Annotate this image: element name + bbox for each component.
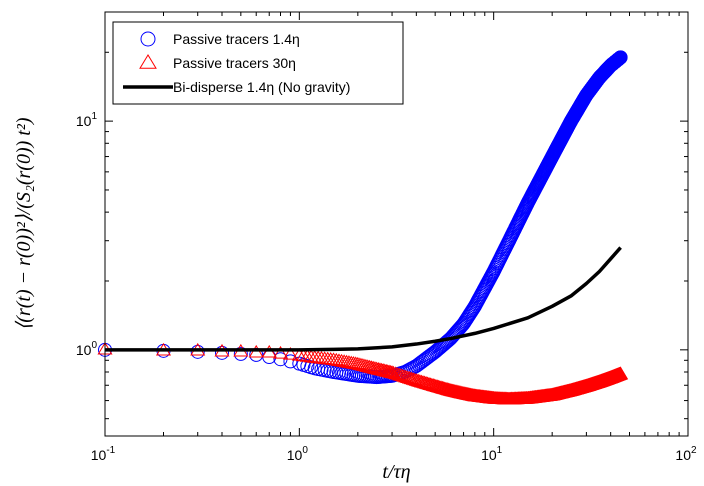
legend-label: Passive tracers 30η [173,55,296,71]
data-point-triangle [291,347,307,361]
data-point-triangle [299,349,315,362]
data-point-triangle [388,366,404,380]
data-layer [97,50,629,405]
data-point-triangle [282,346,298,360]
data-point-circle [233,346,248,361]
y-axis-label: ⟨(r(t) − r(0))²⟩/(S₂(r(0)) t²) [13,117,35,330]
x-axis-label: t/τη [382,461,410,483]
data-point-triangle [385,365,401,379]
y-tick-label: 101 [76,111,98,129]
series-line-bidisperse [105,246,622,352]
data-point-triangle [390,367,406,380]
plot-frame [104,11,689,437]
legend-item: Passive tracers 30η [139,54,296,71]
x-tick-label: 102 [675,445,697,463]
legend-marker-circle [140,31,156,47]
legend-box [112,21,404,105]
legend-item: Passive tracers 1.4η [140,31,300,47]
legend-label: Passive tracers 1.4η [173,31,300,47]
legend-label: Bi-disperse 1.4η (No gravity) [173,79,350,95]
data-point-circle [283,354,298,369]
legend-item: Bi-disperse 1.4η (No gravity) [123,79,350,95]
data-point-circle [613,50,628,65]
data-point-triangle [613,366,629,380]
data-point-triangle [295,348,311,362]
legend: Passive tracers 1.4η Passive tracers 30η B… [112,21,404,105]
data-point-triangle [272,345,289,359]
x-tick-label: 100 [287,445,309,463]
data-point-circle [190,344,205,359]
data-point-triangle [405,372,421,385]
data-point-circle [215,345,230,360]
data-point-triangle [326,352,342,365]
axes: 10-1 100 101 102 100 101 [76,11,697,463]
data-point-circle [455,318,470,333]
y-tick-label: 100 [76,340,98,358]
x-tick-label: 101 [481,445,503,463]
x-tick-label: 10-1 [91,445,116,463]
legend-marker-triangle [139,54,157,69]
legend-items: Passive tracers 1.4η Passive tracers 30η B… [123,31,350,95]
data-point-triangle [407,372,423,386]
